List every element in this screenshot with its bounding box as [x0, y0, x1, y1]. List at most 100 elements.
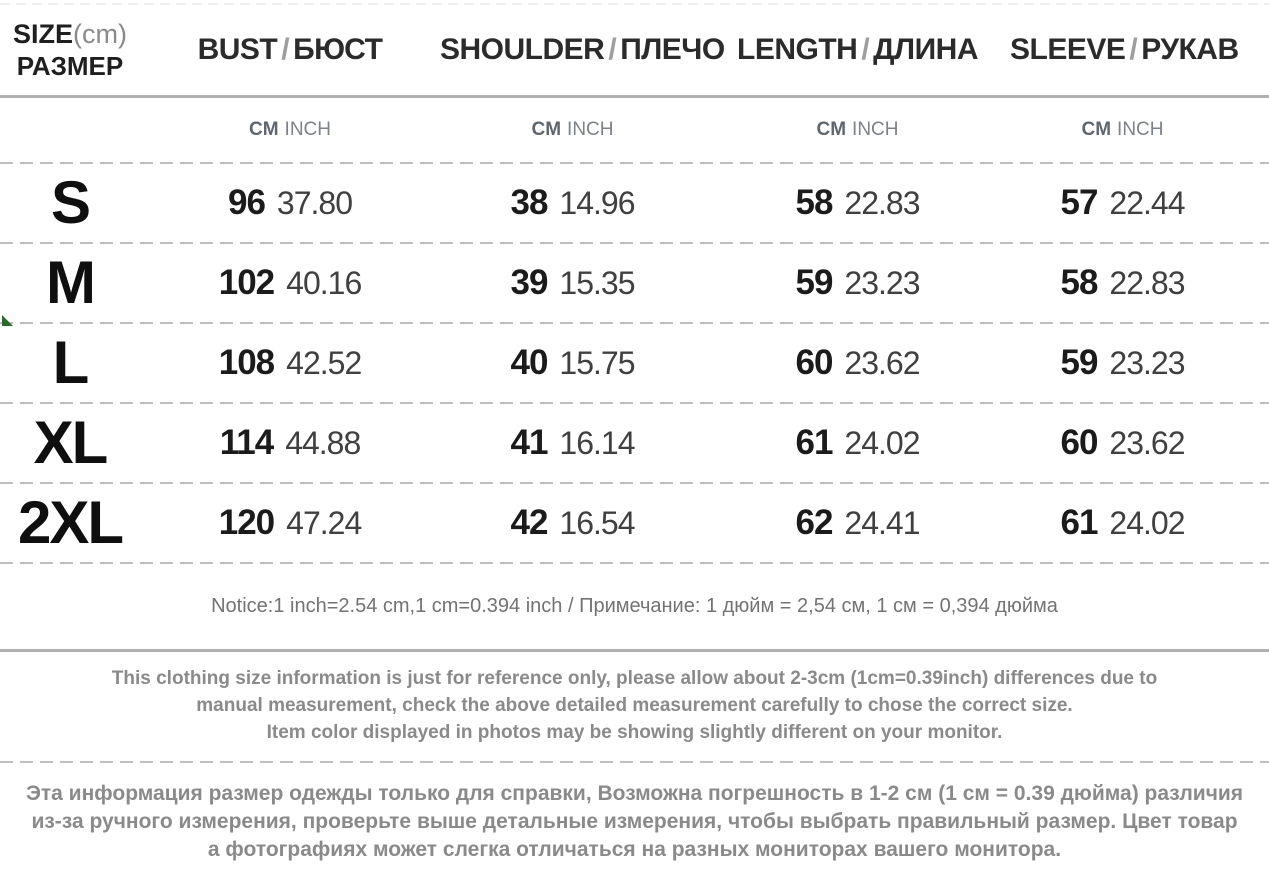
bust-cm-value: 96 [227, 183, 266, 222]
length-inch-value: 23.62 [844, 345, 920, 381]
shoulder-header-ru: ПЛЕЧО [620, 33, 725, 66]
table-row-m: M 102 40.16 39 15.35 59 23.23 58 22.83 [0, 244, 1235, 322]
length-cm-value: 59 [795, 263, 833, 302]
table-row-2xl: 2XL 120 47.24 42 16.54 62 24.41 61 24.02 [0, 484, 1235, 562]
length-cm-value: 62 [795, 503, 833, 542]
length-inch-value: 24.02 [844, 425, 920, 461]
length-inch-value: 23.23 [844, 265, 920, 301]
length-column-header: LENGTH / ДЛИНА [705, 33, 1010, 67]
bust-inch-value: 42.52 [286, 345, 362, 381]
disclaimer-russian: Эта информация размер одежды только для … [0, 763, 1269, 881]
bust-cm-value: 114 [219, 423, 274, 462]
size-subtitle-ru: РАЗМЕР [16, 51, 124, 81]
cm-unit-label: CM [816, 119, 847, 140]
table-row-xl: XL 114 44.88 41 16.14 61 24.02 60 23.62 [0, 404, 1235, 482]
sleeve-cell: 59 23.23 [1010, 343, 1235, 383]
bust-cell: 96 37.80 [140, 183, 440, 223]
inch-unit-label: INCH [1117, 119, 1164, 140]
inch-unit-label: INCH [284, 119, 331, 140]
row-divider [0, 402, 1269, 404]
sleeve-inch-value: 22.44 [1109, 185, 1185, 221]
cm-unit-label: CM [248, 119, 279, 140]
shoulder-column-header: SHOULDER / ПЛЕЧО [440, 33, 725, 67]
disclaimer-ru-line: а фотографиях может слегка отличаться на… [207, 838, 1062, 861]
row-divider [0, 242, 1269, 244]
bust-cm-value: 102 [218, 263, 275, 302]
size-column-header: SIZE(cm) РАЗМЕР [0, 18, 140, 82]
inch-unit-label: INCH [852, 119, 899, 140]
length-units: CM INCH [705, 119, 1010, 141]
table-row-s: S 96 37.80 38 14.96 58 22.83 57 22.44 [0, 164, 1235, 242]
bust-cell: 108 42.52 [140, 343, 440, 383]
bust-cell: 120 47.24 [140, 503, 440, 543]
length-cell: 59 23.23 [705, 263, 1010, 303]
sleeve-cm-value: 58 [1060, 263, 1098, 302]
bust-header-en: BUST [197, 33, 278, 66]
disclaimer-ru-line: из-за ручного измерения, проверьте выше … [31, 810, 1238, 833]
conversion-notice: Notice:1 inch=2.54 cm,1 cm=0.394 inch / … [211, 595, 1058, 617]
bust-cm-value: 108 [218, 343, 275, 382]
length-inch-value: 22.83 [844, 185, 920, 221]
shoulder-inch-value: 15.75 [559, 345, 635, 381]
size-title: SIZE [13, 19, 74, 49]
shoulder-header-en: SHOULDER [440, 33, 605, 66]
bust-cm-value: 120 [218, 503, 275, 542]
header-slash: / [281, 33, 290, 66]
sleeve-cm-value: 57 [1060, 183, 1098, 222]
sleeve-cell: 60 23.62 [1010, 423, 1235, 463]
shoulder-cm-value: 38 [510, 183, 548, 222]
section-divider-dashed [0, 761, 1269, 763]
shoulder-cell: 42 16.54 [440, 503, 705, 543]
section-divider [0, 649, 1269, 652]
header-slash: / [1129, 33, 1138, 66]
size-unit-label: (cm) [73, 19, 127, 49]
disclaimer-ru-line: Эта информация размер одежды только для … [25, 782, 1244, 805]
sleeve-inch-value: 24.02 [1109, 505, 1185, 541]
green-triangle-marker-icon [2, 315, 13, 326]
size-label: XL [33, 409, 109, 476]
table-row-l: L 108 42.52 40 15.75 60 23.62 59 23.23 [0, 324, 1235, 402]
row-divider [0, 562, 1269, 564]
sleeve-inch-value: 22.83 [1109, 265, 1185, 301]
sleeve-header-ru: РУКАВ [1141, 33, 1239, 66]
shoulder-cm-value: 40 [510, 343, 548, 382]
bust-inch-value: 40.16 [286, 265, 362, 301]
sleeve-inch-value: 23.62 [1109, 425, 1185, 461]
bust-inch-value: 44.88 [285, 425, 361, 461]
sleeve-inch-value: 23.23 [1109, 345, 1185, 381]
row-divider [0, 482, 1269, 484]
bust-units: CM INCH [140, 119, 440, 141]
bust-inch-value: 37.80 [276, 185, 353, 221]
bust-header-ru: БЮСТ [293, 33, 383, 66]
size-label: M [46, 249, 96, 316]
shoulder-cm-value: 42 [510, 503, 548, 542]
sleeve-cm-value: 61 [1060, 503, 1098, 542]
length-cell: 58 22.83 [705, 183, 1010, 223]
shoulder-inch-value: 16.14 [559, 425, 635, 461]
shoulder-inch-value: 16.54 [559, 505, 635, 541]
row-divider [0, 322, 1269, 324]
shoulder-cell: 38 14.96 [440, 183, 705, 223]
length-cell: 60 23.62 [705, 343, 1010, 383]
length-cell: 61 24.02 [705, 423, 1010, 463]
shoulder-inch-value: 15.35 [559, 265, 635, 301]
sleeve-cm-value: 59 [1060, 343, 1098, 382]
units-row: CM INCH CM INCH CM INCH CM INCH [0, 98, 1235, 162]
shoulder-cm-value: 39 [510, 263, 548, 302]
row-divider [0, 162, 1269, 164]
sleeve-column-header: SLEEVE / РУКАВ [1010, 33, 1239, 67]
length-header-ru: ДЛИНА [873, 33, 978, 66]
shoulder-cm-value: 41 [510, 423, 548, 462]
length-cell: 62 24.41 [705, 503, 1010, 543]
shoulder-cell: 41 16.14 [440, 423, 705, 463]
sleeve-header-en: SLEEVE [1010, 33, 1126, 66]
inch-unit-label: INCH [567, 119, 614, 140]
bust-cell: 114 44.88 [140, 423, 440, 463]
length-cm-value: 58 [795, 183, 833, 222]
size-label: S [50, 169, 91, 236]
header-slash: / [608, 33, 617, 66]
cm-unit-label: CM [531, 119, 562, 140]
shoulder-cell: 40 15.75 [440, 343, 705, 383]
length-cm-value: 61 [795, 423, 833, 462]
header-slash: / [861, 33, 870, 66]
